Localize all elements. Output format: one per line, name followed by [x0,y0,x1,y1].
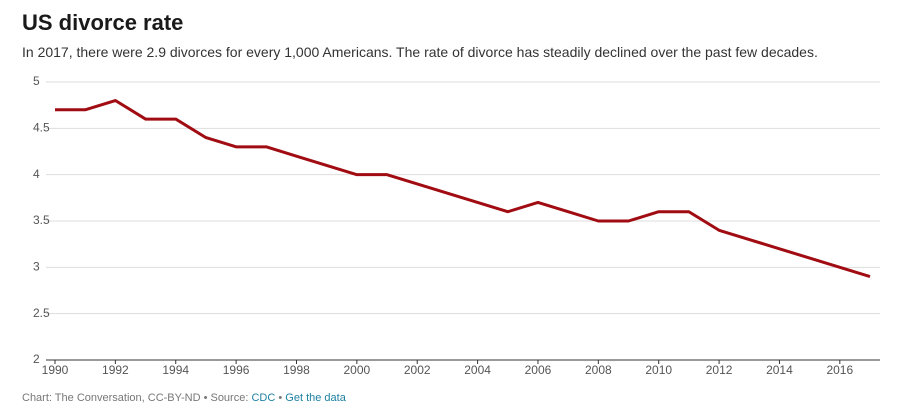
y-tick-label: 5 [33,74,40,88]
y-tick-label: 2 [33,352,40,366]
y-tick-label: 4 [33,167,40,181]
y-tick-label: 2.5 [33,306,50,320]
y-tick-label: 4.5 [33,121,50,135]
x-tick-label: 2006 [525,363,552,377]
source-link[interactable]: CDC [251,392,276,404]
x-tick-label: 2014 [766,363,793,377]
x-tick-label: 2012 [706,363,733,377]
footer-separator: • [278,392,283,404]
x-tick-label: 2002 [404,363,431,377]
x-tick-label: 1992 [102,363,129,377]
footer: Chart: The Conversation, CC-BY-ND • Sour… [22,392,346,404]
chart-title: US divorce rate [22,10,184,35]
data-link[interactable]: Get the data [285,392,346,404]
x-tick-label: 2016 [826,363,853,377]
x-tick-label: 1990 [42,363,69,377]
footer-credit: Chart: The Conversation, CC-BY-ND • Sour… [22,392,249,404]
x-tick-label: 2010 [645,363,672,377]
x-tick-label: 1996 [223,363,250,377]
x-tick-label: 1994 [162,363,189,377]
x-tick-label: 2004 [464,363,491,377]
x-tick-label: 2000 [344,363,371,377]
x-tick-label: 2008 [585,363,612,377]
y-tick-label: 3 [33,260,40,274]
data-line [55,99,871,279]
chart-subtitle: In 2017, there were 2.9 divorces for eve… [22,44,818,60]
x-tick-label: 1998 [283,363,310,377]
y-tick-label: 3.5 [33,213,50,227]
